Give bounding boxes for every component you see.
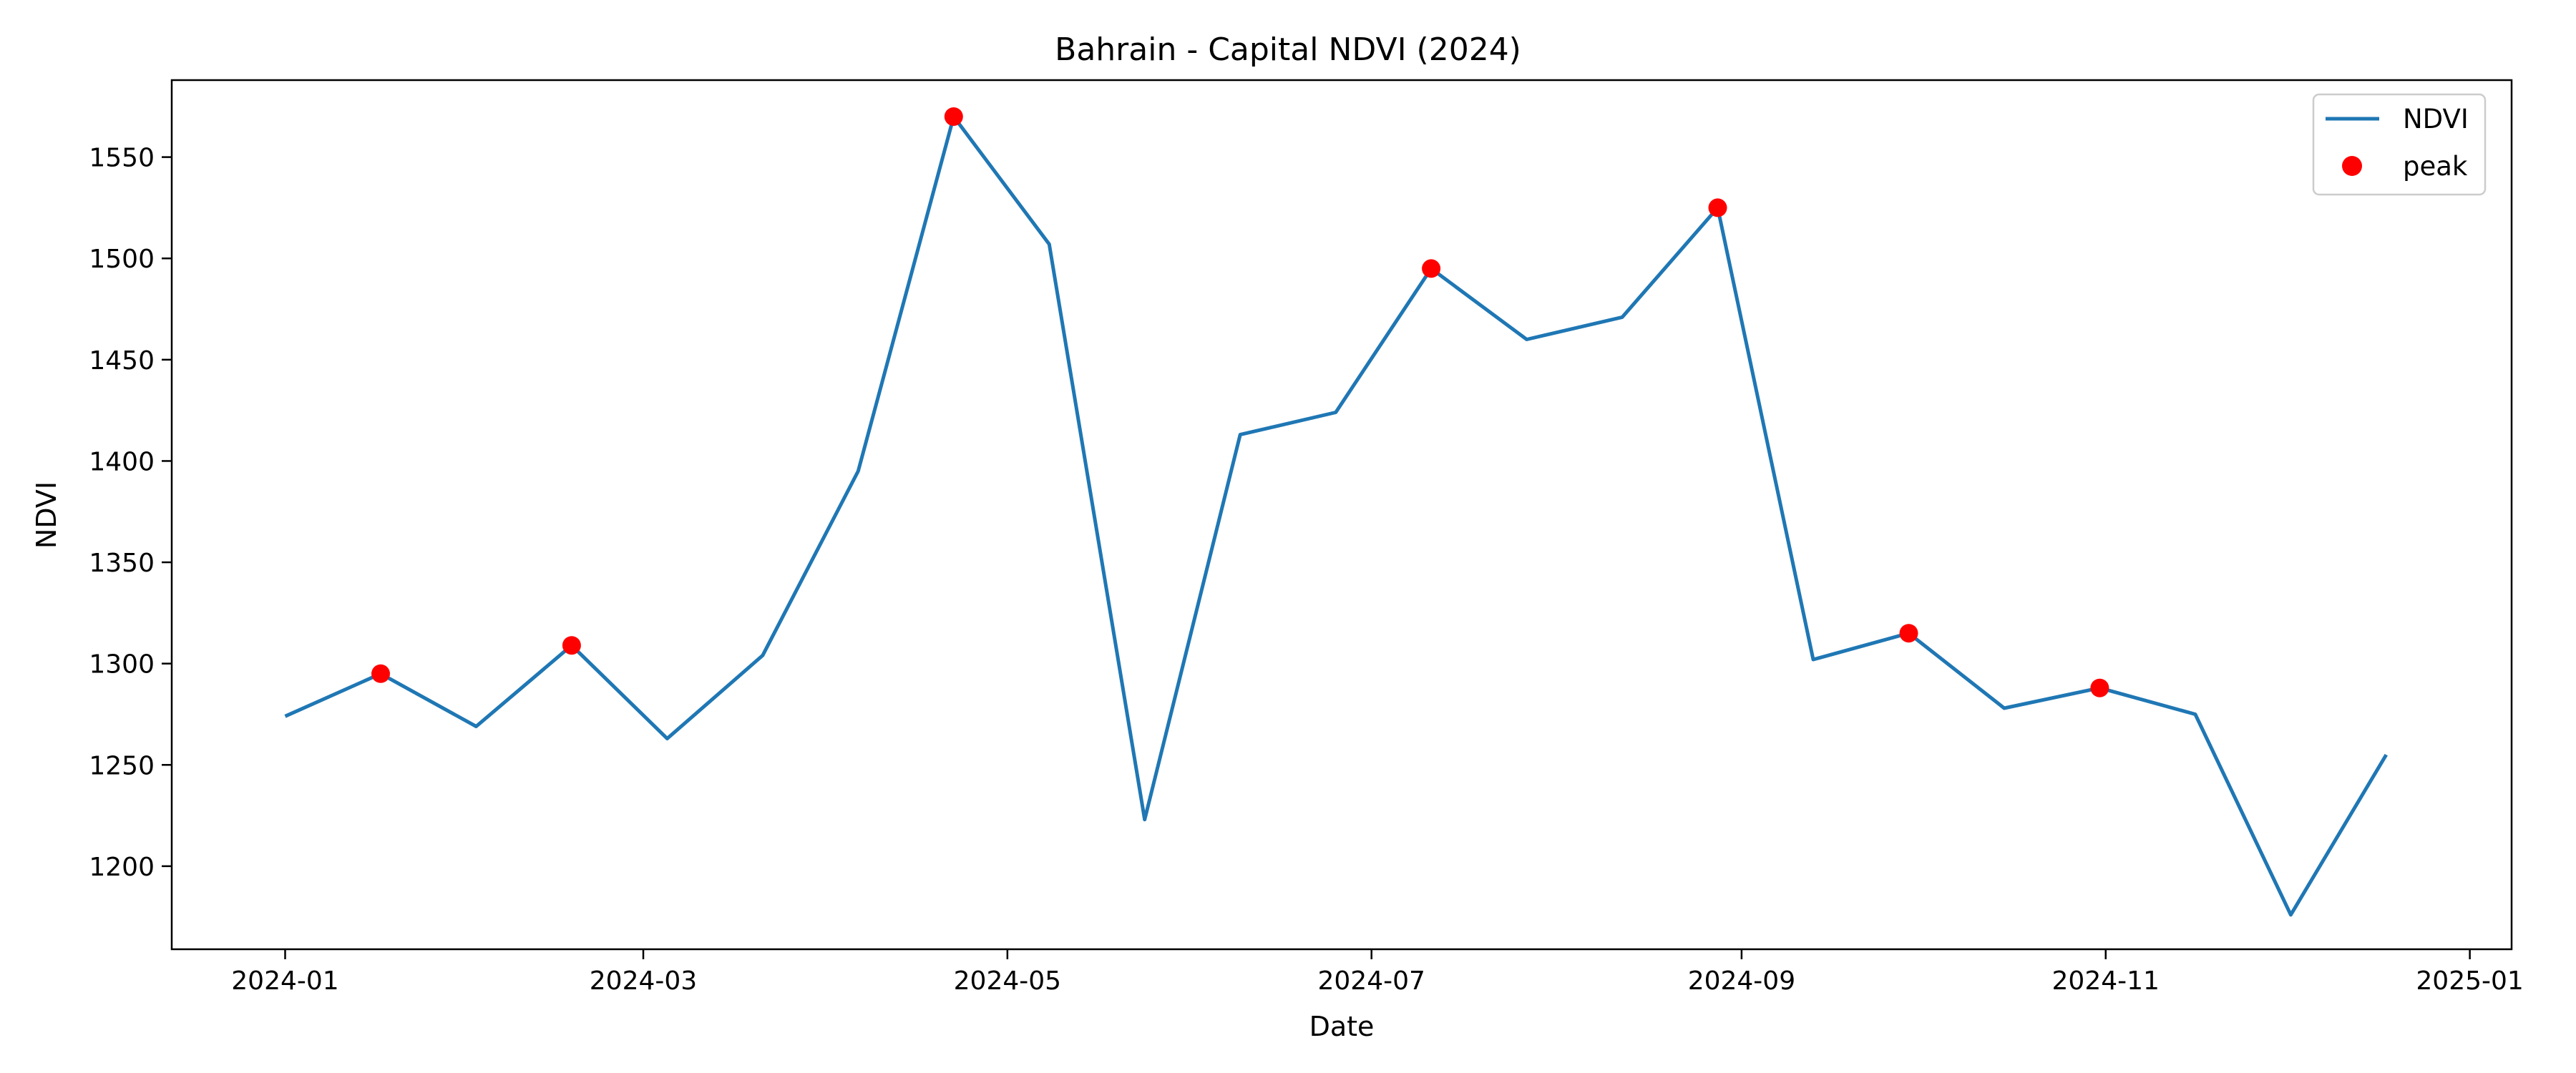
- peak-marker: [371, 664, 390, 683]
- x-tick-label: 2024-05: [954, 966, 1061, 996]
- y-tick-label: 1200: [89, 853, 155, 882]
- x-tick-label: 2024-03: [590, 966, 697, 996]
- series-layer: [284, 107, 2388, 917]
- plot-area: [170, 79, 2513, 951]
- y-tick-label: 1400: [89, 447, 155, 476]
- x-tick-label: 2024-11: [2052, 966, 2160, 996]
- x-axis: 2024-01 2024-03 2024-05 2024-07 2024-09 2024-…: [231, 949, 2524, 996]
- peak-marker: [1899, 624, 1918, 643]
- y-axis: 1200 1250 1300 1350 1400 1450 1500 1550: [89, 144, 172, 882]
- series-line-ndvi: [284, 114, 2388, 917]
- y-tick-label: 1300: [89, 650, 155, 680]
- y-tick-label: 1250: [89, 751, 155, 780]
- x-tick-label: 2025-01: [2416, 966, 2523, 996]
- x-tick-label: 2024-07: [1317, 966, 1425, 996]
- peak-marker: [1422, 259, 1441, 278]
- x-tick-label: 2024-09: [1688, 966, 1795, 996]
- peak-marker: [562, 636, 581, 655]
- peak-marker: [2090, 678, 2109, 697]
- y-tick-label: 1500: [89, 245, 155, 274]
- legend-swatch-peak: [2342, 156, 2362, 176]
- x-tick-label: 2024-01: [231, 966, 338, 996]
- y-tick-label: 1350: [89, 549, 155, 578]
- legend-label-peak: peak: [2403, 151, 2468, 182]
- legend-label-ndvi: NDVI: [2403, 104, 2469, 134]
- legend: NDVI peak: [2312, 93, 2487, 196]
- x-axis-title: Date: [1309, 1011, 1375, 1042]
- y-tick-label: 1450: [89, 346, 155, 376]
- peak-marker: [1708, 198, 1727, 217]
- chart-title: Bahrain - Capital NDVI (2024): [1055, 31, 1521, 68]
- plot-frame: [170, 79, 2513, 951]
- y-tick-label: 1550: [89, 144, 155, 173]
- y-axis-title: NDVI: [31, 481, 62, 549]
- peak-marker: [944, 107, 963, 126]
